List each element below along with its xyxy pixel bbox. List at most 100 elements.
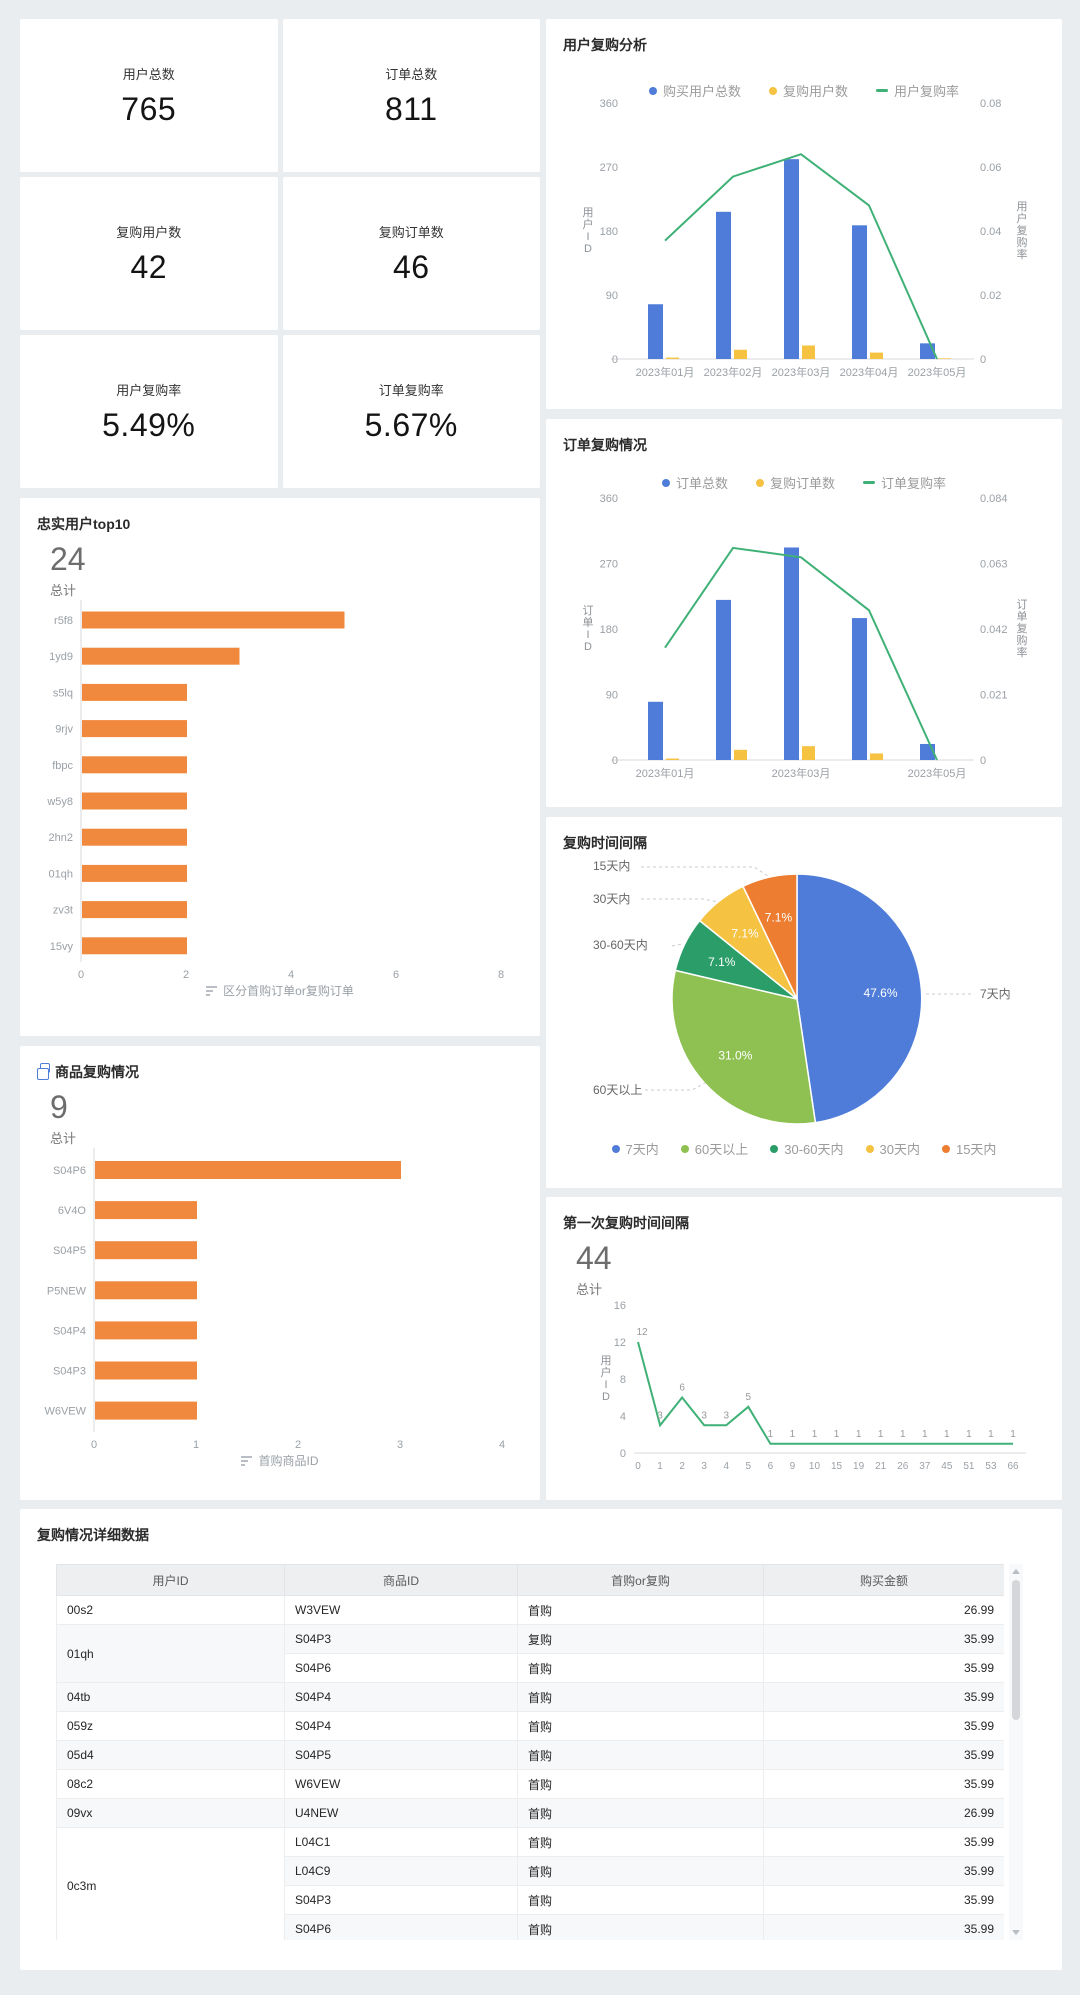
bar[interactable]	[82, 937, 187, 955]
axis-label: 1	[812, 1429, 818, 1440]
total-label: 总计	[576, 1282, 603, 1297]
axis-label: 1	[193, 1439, 199, 1451]
bar[interactable]	[95, 1201, 197, 1220]
table-column-header: 用户ID	[56, 1564, 285, 1596]
line-series[interactable]	[664, 546, 938, 761]
bar[interactable]	[734, 349, 747, 359]
line-series[interactable]	[664, 153, 938, 360]
bar[interactable]	[82, 756, 187, 774]
table-row[interactable]: 0c3m L04C1 首购 35.99	[56, 1827, 1004, 1940]
legend-item[interactable]: 30天内	[865, 1139, 920, 1158]
axis-label: 4	[620, 1411, 626, 1423]
legend-item[interactable]: 复购订单数	[755, 473, 835, 492]
pie-slice[interactable]	[671, 969, 817, 1125]
bar[interactable]	[95, 1241, 197, 1260]
table-row[interactable]: 09vx U4NEW 首购 26.99	[56, 1798, 1004, 1828]
legend-label: 15天内	[955, 1142, 997, 1157]
table-row[interactable]: 059z S04P4 首购 35.99	[56, 1711, 1004, 1741]
legend-item[interactable]: 30-60天内	[770, 1139, 844, 1158]
legend-item[interactable]: 15天内	[941, 1139, 997, 1158]
bar[interactable]	[82, 720, 187, 738]
legend-item[interactable]: 用户复购率	[876, 81, 959, 100]
table-row[interactable]: 01qh S04P3 复购 35.99	[56, 1624, 1004, 1683]
axis-label: 15天内	[593, 859, 630, 873]
axis-label: P5NEW	[47, 1285, 87, 1297]
panel-title: 复购时间间隔	[563, 833, 647, 853]
bar[interactable]	[716, 599, 731, 760]
table-row[interactable]: 08c2 W6VEW 首购 35.99	[56, 1769, 1004, 1799]
cell-amount: 26.99	[763, 1595, 1004, 1625]
bar[interactable]	[82, 901, 187, 919]
bar[interactable]	[784, 547, 799, 760]
panel-loyal-users: 忠实用户top10 24 总计 r5f8 1yd9 s5lq 9rjv fbpc w5y8…	[20, 498, 540, 1036]
table-row[interactable]: 05d4 S04P5 首购 35.99	[56, 1740, 1004, 1770]
line-series[interactable]	[637, 1341, 1013, 1445]
bar[interactable]	[82, 864, 187, 882]
scroll-up-icon[interactable]	[1012, 1569, 1020, 1574]
bar[interactable]	[852, 225, 867, 359]
bar[interactable]	[95, 1361, 197, 1380]
axis-label: 3	[397, 1439, 403, 1451]
legend-item[interactable]: 复购用户数	[768, 81, 848, 100]
bar[interactable]	[666, 357, 679, 359]
bar[interactable]	[734, 749, 747, 760]
axis-label: 0.042	[980, 624, 1008, 636]
scrollbar-thumb[interactable]	[1012, 1580, 1020, 1720]
bar[interactable]	[784, 159, 799, 359]
bar[interactable]	[666, 758, 679, 760]
kpi-card: 复购用户数 42	[20, 177, 278, 330]
cell-amount: 35.99	[763, 1827, 1004, 1857]
legend-item[interactable]: 订单总数	[661, 473, 728, 492]
axis-note: 区分首购订单or复购订单	[20, 982, 540, 999]
table-scrollbar[interactable]	[1009, 1564, 1023, 1940]
legend-item[interactable]: 60天以上	[680, 1139, 748, 1158]
axis-label: 30-60天内	[593, 938, 648, 952]
cell-amount: 35.99	[763, 1769, 1004, 1799]
bar[interactable]	[95, 1161, 401, 1179]
panel-user-analysis: 用户复购分析 购买用户总数 复购用户数 用户复购率 0 90 180 270 360 0 0.0…	[546, 19, 1062, 409]
bar[interactable]	[802, 345, 815, 359]
bar[interactable]	[82, 792, 187, 810]
bar[interactable]	[95, 1281, 197, 1300]
table-row[interactable]: 00s2 W3VEW 首购 26.99	[56, 1595, 1004, 1625]
bar[interactable]	[938, 358, 951, 359]
axis-label: D	[584, 243, 592, 255]
table-row[interactable]: S04P3 首购 35.99	[57, 1885, 1004, 1915]
table-column-header: 购买金额	[763, 1564, 1004, 1596]
axis-label: 2023年05月	[908, 365, 967, 379]
pie-slice[interactable]	[796, 873, 923, 1124]
legend-label: 用户复购率	[894, 84, 960, 99]
cell-purchase-type: 首购	[517, 1769, 764, 1799]
axis-label: 购	[1017, 633, 1028, 647]
pie-slice[interactable]	[741, 873, 798, 1000]
bar[interactable]	[852, 618, 867, 760]
legend-item[interactable]: 7天内	[611, 1139, 659, 1158]
bar[interactable]	[95, 1401, 197, 1420]
bar[interactable]	[82, 647, 240, 665]
bar[interactable]	[82, 611, 345, 629]
legend-item[interactable]: 订单复购率	[863, 473, 946, 492]
table-row[interactable]: 04tb S04P4 首购 35.99	[56, 1682, 1004, 1712]
bar[interactable]	[648, 304, 663, 359]
axis-label: 180	[600, 226, 618, 238]
bar[interactable]	[95, 1321, 197, 1340]
table-row[interactable]: S04P6 首购 35.99	[57, 1653, 1004, 1683]
panel-detail-table: 复购情况详细数据 用户ID 商品ID 首购or复购 购买金额 00s2 W3VEW 首购 2…	[20, 1509, 1062, 1970]
scroll-down-icon[interactable]	[1012, 1930, 1020, 1935]
total-stat: 9 总计	[50, 1090, 76, 1147]
bar[interactable]	[82, 683, 187, 701]
axis-label: 51	[963, 1461, 975, 1472]
bar[interactable]	[870, 352, 883, 359]
legend-item[interactable]: 购买用户总数	[648, 81, 741, 100]
bar[interactable]	[802, 746, 815, 760]
axis-label: 10	[809, 1461, 821, 1472]
legend-label: 购买用户总数	[662, 84, 741, 99]
bar[interactable]	[870, 753, 883, 760]
bar[interactable]	[648, 701, 663, 760]
cell-product-id: U4NEW	[284, 1798, 518, 1828]
axis-label: 0	[980, 354, 986, 366]
legend-marker	[770, 1144, 779, 1153]
bar[interactable]	[716, 211, 731, 359]
bar[interactable]	[82, 828, 187, 846]
cell-user-id: 01qh	[56, 1624, 285, 1683]
